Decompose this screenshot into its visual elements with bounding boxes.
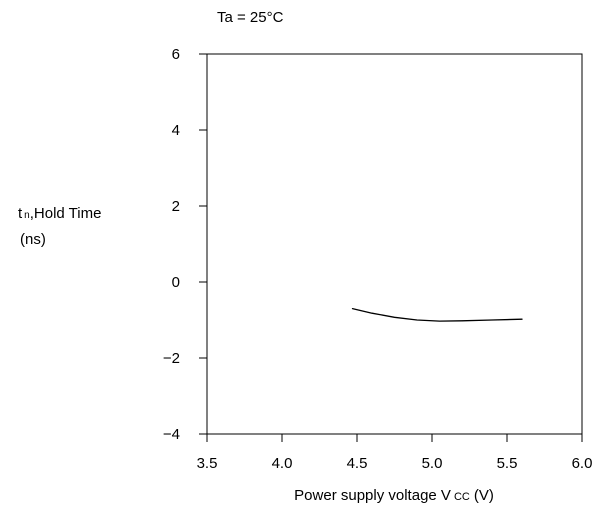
annotation-ta: Ta = 25°C bbox=[217, 9, 284, 26]
y-axis: 6 4 2 0 −2 −4 bbox=[163, 46, 207, 443]
x-axis-label: Power supply voltage V CC (V) bbox=[294, 487, 494, 504]
series-group bbox=[351, 307, 523, 322]
y-tick-label: −4 bbox=[163, 426, 180, 443]
x-tick-label: 5.5 bbox=[497, 455, 518, 472]
x-tick-label: 3.5 bbox=[197, 455, 218, 472]
y-tick-label: 0 bbox=[172, 274, 180, 291]
x-tick-label: 4.0 bbox=[272, 455, 293, 472]
x-axis-label-unit: (V) bbox=[474, 487, 494, 504]
plot-frame bbox=[206, 53, 583, 435]
y-tick-label: 4 bbox=[172, 122, 180, 139]
x-axis-label-subscript: CC bbox=[454, 491, 470, 503]
y-tick-label: 6 bbox=[172, 46, 180, 63]
y-axis-unit: (ns) bbox=[20, 231, 46, 248]
series-line bbox=[351, 307, 523, 322]
x-axis-label-main: Power supply voltage V bbox=[294, 487, 451, 504]
y-axis-label: t n,Hold Time bbox=[18, 205, 101, 222]
x-tick-label: 6.0 bbox=[572, 455, 593, 472]
x-tick-label: 5.0 bbox=[422, 455, 443, 472]
y-axis-label-main: t bbox=[18, 205, 23, 222]
x-tick-label: 4.5 bbox=[347, 455, 368, 472]
y-tick-label: 2 bbox=[172, 198, 180, 215]
y-axis-label-rest: ,Hold Time bbox=[30, 205, 102, 222]
x-axis: 3.5 4.0 4.5 5.0 5.5 6.0 bbox=[197, 434, 593, 472]
y-axis-label-subscript: n bbox=[24, 210, 30, 221]
y-tick-label: −2 bbox=[163, 350, 180, 367]
